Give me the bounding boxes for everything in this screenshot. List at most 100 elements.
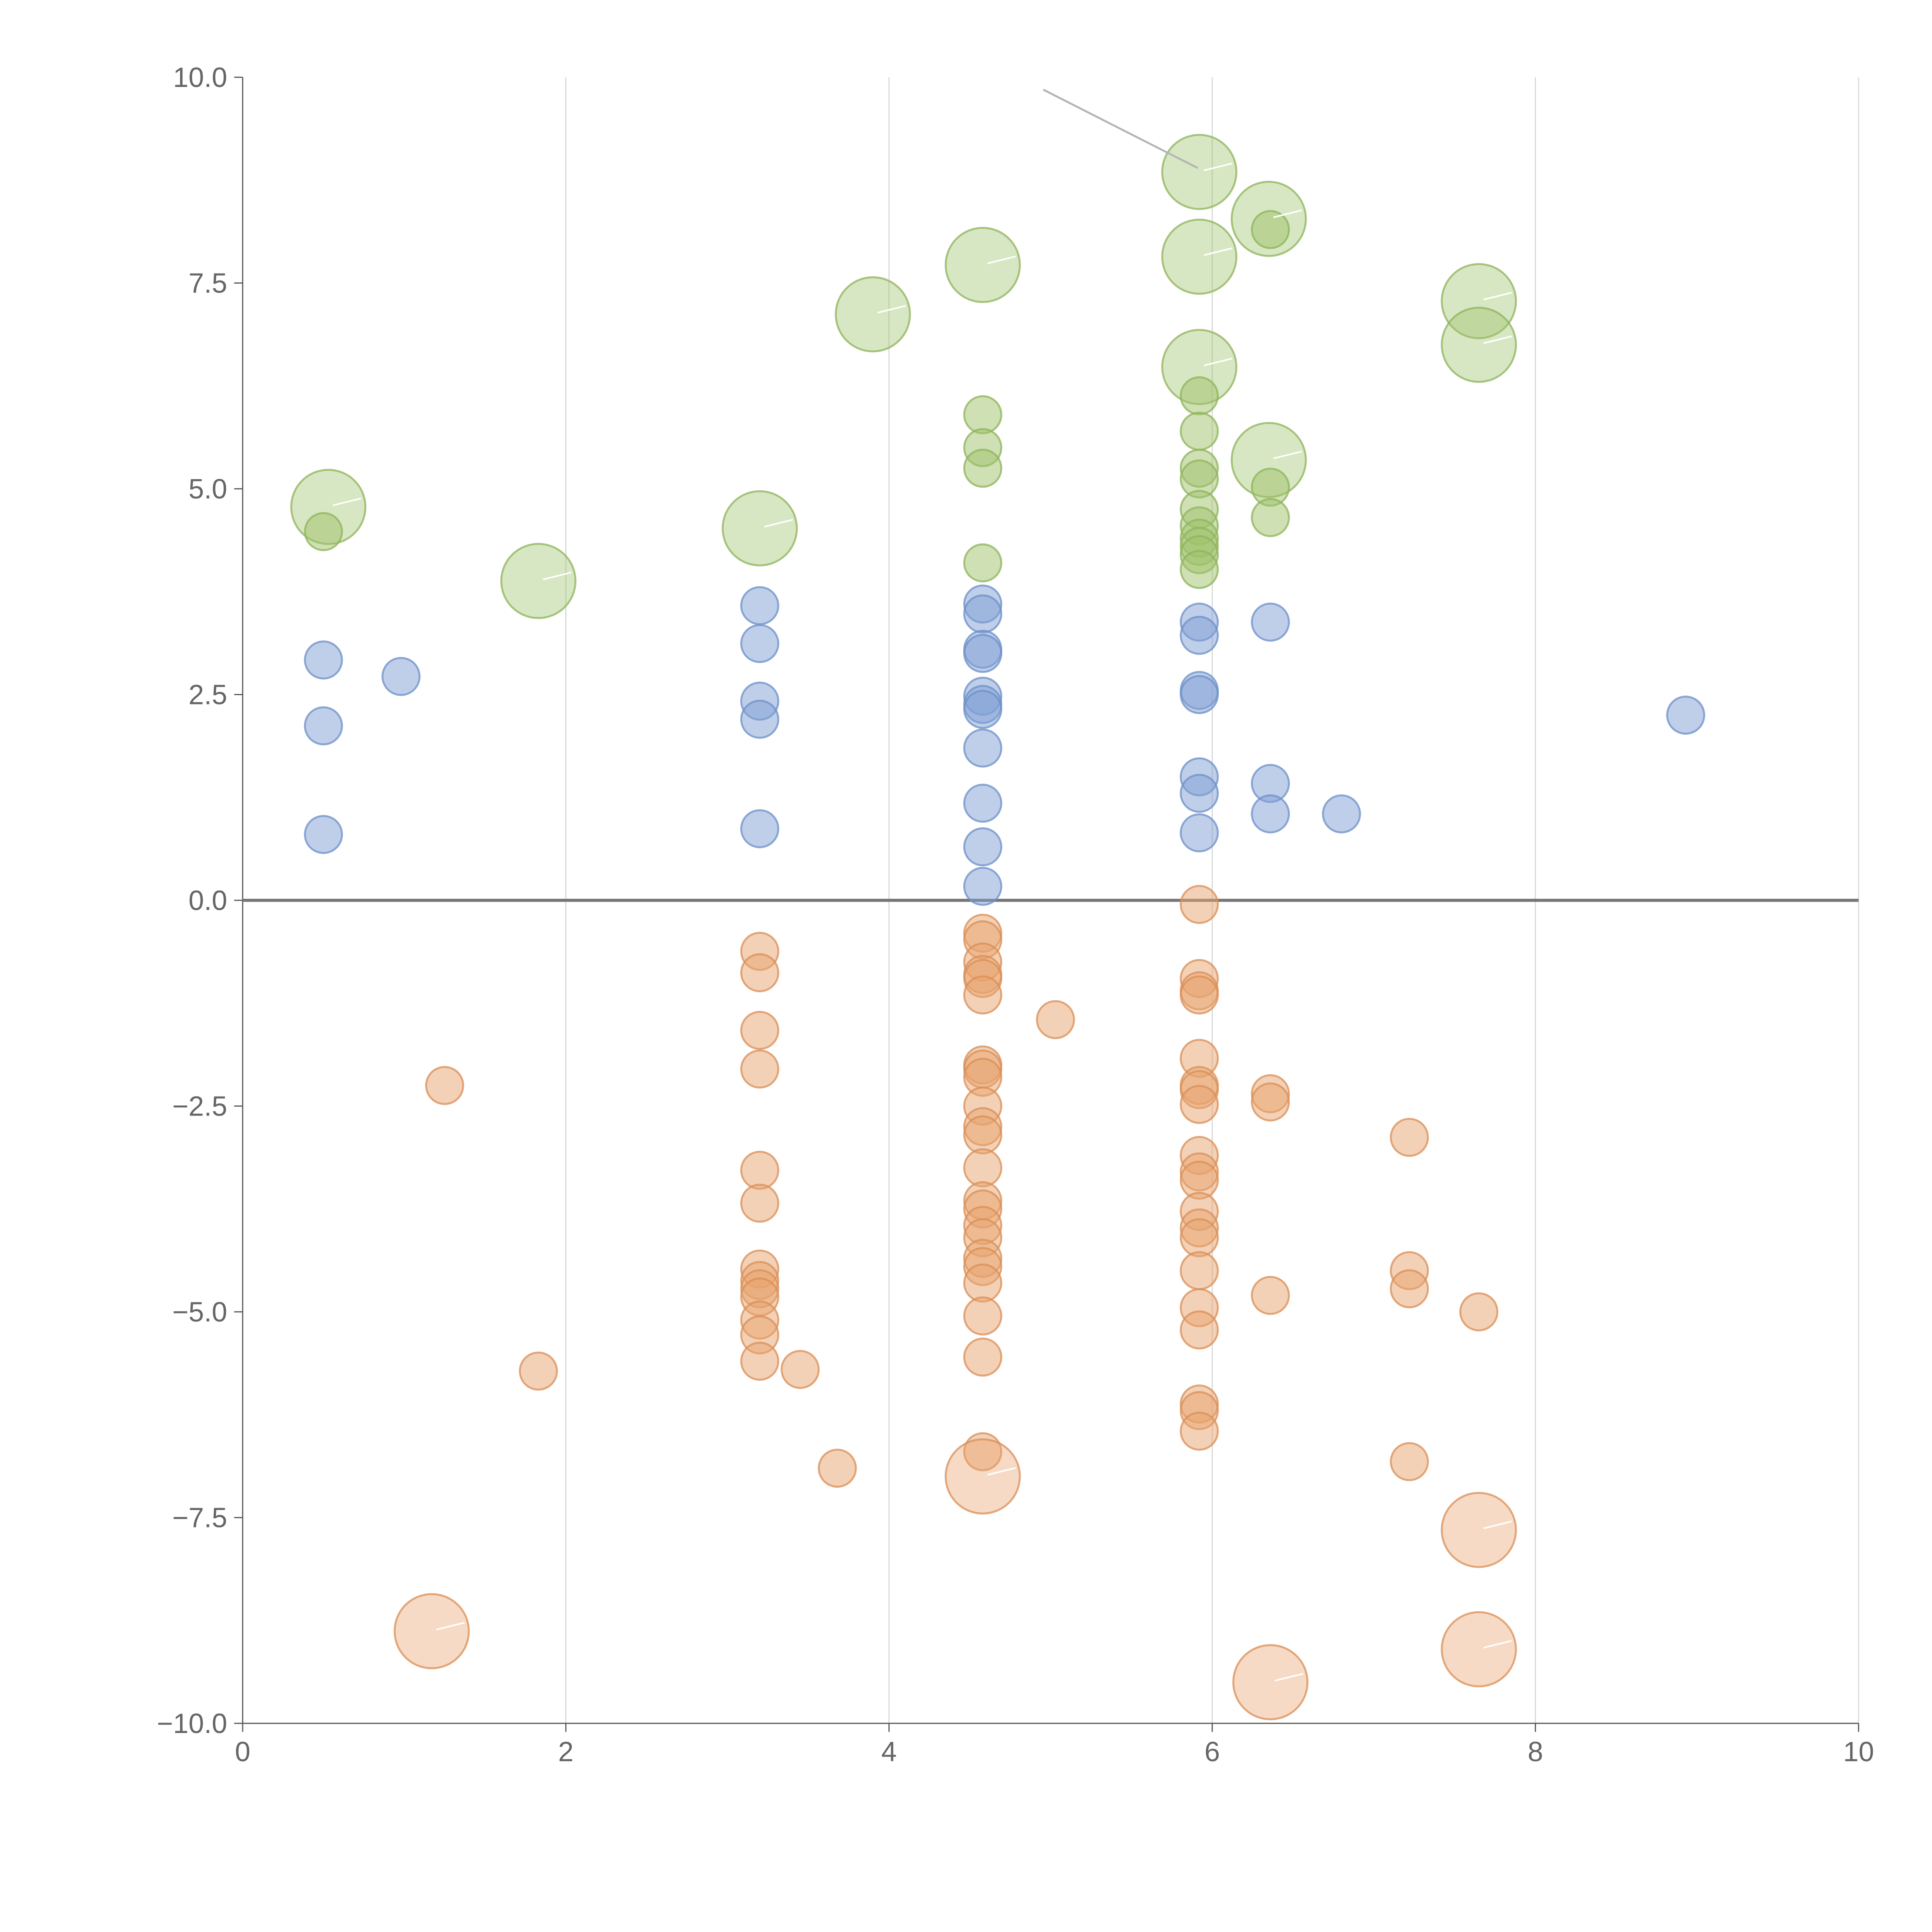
orange-bubble [1036,1000,1075,1039]
orange-bubble [1440,1611,1517,1687]
orange-bubble [963,1296,1002,1336]
blue-bubble [740,586,779,625]
blue-bubble [1180,813,1219,852]
label-leader-line [436,1622,465,1631]
axis-layer: 0 2 4 6 8 10 10.0 7.5 5.0 2.5 0.0 −2.5 −5.0 −7.5 −10.0 [157,62,1874,1767]
x-tick-label: 2 [558,1736,573,1767]
green-bubble [963,449,1002,488]
blue-bubble [963,594,1002,634]
orange-bubble [1180,975,1219,1015]
x-tick-label: 8 [1528,1736,1543,1767]
label-leader-line [987,255,1016,264]
blue-bubble [740,699,779,739]
orange-bubble [1180,1085,1219,1124]
green-bubble [1180,412,1219,451]
label-leader-line [333,497,362,506]
blue-bubble [1180,616,1219,655]
orange-bubble [963,1115,1002,1155]
orange-bubble [740,1049,779,1089]
orange-bubble [1232,1644,1309,1720]
green-bubble [1180,550,1219,589]
y-tick-label: −5.0 [172,1297,227,1328]
orange-bubble [1389,1117,1429,1157]
x-tick-label: 4 [881,1736,897,1767]
y-tick-label: 10.0 [173,62,227,93]
label-leader-line [987,1467,1016,1476]
bubble-layer [290,134,1706,1720]
orange-bubble [740,953,779,992]
blue-bubble [304,815,343,854]
orange-bubble [963,975,1002,1015]
blue-bubble [740,809,779,849]
orange-bubble [1251,1082,1290,1122]
orange-bubble [425,1066,464,1105]
y-tick-label: 0.0 [189,885,227,916]
green-bubble [963,395,1002,434]
blue-bubble [1180,675,1219,714]
green-bubble [304,512,343,551]
green-bubble [963,543,1002,583]
green-bubble [1440,306,1517,383]
y-tick-label: 2.5 [189,680,227,711]
orange-bubble [944,1438,1021,1515]
green-bubble [721,490,798,566]
y-tick-label: −7.5 [172,1503,227,1534]
orange-bubble [1180,1251,1219,1290]
orange-bubble [963,1337,1002,1377]
blue-bubble [1251,794,1290,833]
orange-bubble [1459,1292,1498,1332]
green-bubble [1161,218,1238,295]
blue-bubble [1666,696,1706,735]
orange-bubble [818,1449,857,1488]
label-leader-line [1483,335,1512,344]
orange-bubble [393,1593,470,1669]
label-leader-line [1204,163,1233,171]
orange-bubble [519,1351,558,1391]
blue-bubble [1251,602,1290,642]
blue-bubble [1322,794,1361,833]
blue-bubble [1180,774,1219,813]
label-leader-line [1483,1640,1512,1649]
label-leader-line [1273,209,1302,218]
green-bubble [1161,134,1238,210]
label-leader-line [1204,357,1233,366]
orange-bubble [740,1011,779,1050]
green-bubble [1251,498,1290,537]
label-leader-line [1483,292,1512,301]
blue-bubble [304,706,343,745]
green-bubble [835,276,911,352]
orange-bubble [963,1432,1002,1471]
x-tick-label: 6 [1204,1736,1220,1767]
blue-bubble [963,690,1002,729]
orange-bubble [1389,1269,1429,1308]
orange-bubble [1180,1310,1219,1350]
y-tick-label: −10.0 [157,1708,227,1739]
label-leader-line [1275,1673,1304,1682]
orange-bubble [740,1342,779,1381]
orange-bubble [1180,885,1219,924]
blue-bubble [963,634,1002,673]
blue-bubble [963,827,1002,867]
orange-bubble [1180,1412,1219,1451]
orange-bubble [740,1184,779,1223]
blue-bubble [963,728,1002,768]
blue-bubble [381,657,421,696]
y-tick-label: 5.0 [189,474,227,505]
green-bubble [1180,376,1219,415]
y-tick-label: 7.5 [189,268,227,299]
orange-bubble [1389,1442,1429,1481]
callout-line [1043,88,1199,169]
label-leader-line [1204,247,1233,256]
orange-bubble [963,1148,1002,1187]
orange-bubble [1440,1492,1517,1568]
x-tick-label: 10 [1843,1736,1874,1767]
orange-bubble [963,1263,1002,1303]
green-bubble [1440,263,1517,339]
label-leader-line [764,519,793,528]
blue-bubble [304,640,343,680]
orange-bubble [781,1350,820,1389]
orange-bubble [1251,1276,1290,1315]
blue-bubble [963,867,1002,906]
